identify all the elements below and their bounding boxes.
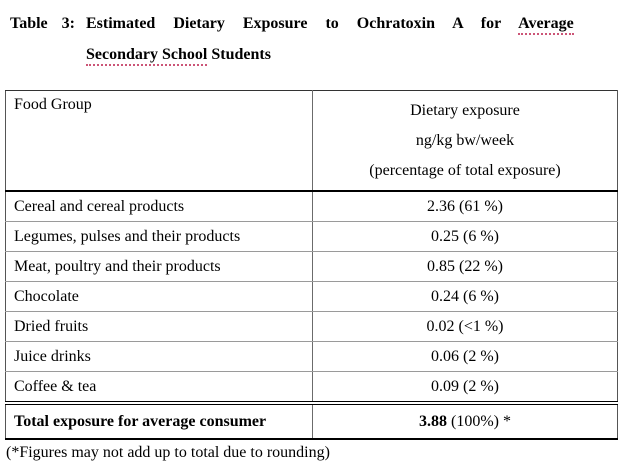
exposure-cell: 0.85 (22 %) xyxy=(312,251,618,282)
total-suffix: (100%) * xyxy=(451,412,511,430)
food-cell: Juice drinks xyxy=(5,341,313,372)
exposure-header-line-1: Dietary exposure xyxy=(410,102,520,119)
exposure-cell: 2.36 (61 %) xyxy=(312,190,618,222)
food-cell: Legumes, pulses and their products xyxy=(5,221,313,252)
table-row: Coffee & tea 0.09 (2 %) xyxy=(5,371,618,404)
spellcheck-marked-text: Average xyxy=(518,15,574,35)
food-cell: Chocolate xyxy=(5,281,313,312)
exposure-header-line-3: (percentage of total exposure) xyxy=(369,162,561,179)
caption-label: Table 3: xyxy=(10,15,75,32)
spellcheck-marked-text: Secondary School xyxy=(86,46,208,66)
table-row: Legumes, pulses and their products 0.25 … xyxy=(5,221,618,252)
exposure-cell: 0.24 (6 %) xyxy=(312,281,618,312)
total-value: 3.88 xyxy=(419,412,447,430)
exposure-cell: 0.09 (2 %) xyxy=(312,371,618,404)
total-label-cell: Total exposure for average consumer xyxy=(5,401,313,440)
table-caption: Table 3: Estimated Dietary Exposure to O… xyxy=(10,8,613,70)
food-cell: Meat, poultry and their products xyxy=(5,251,313,282)
food-group-header-cell: Food Group xyxy=(5,90,313,192)
food-cell: Dried fruits xyxy=(5,311,313,342)
table-row: Chocolate 0.24 (6 %) xyxy=(5,281,618,312)
food-cell: Cereal and cereal products xyxy=(5,190,313,222)
total-row: Total exposure for average consumer 3.88… xyxy=(5,401,618,440)
caption-line-1-text: Estimated Dietary Exposure to Ochratoxin… xyxy=(86,15,501,32)
exposure-cell: 0.25 (6 %) xyxy=(312,221,618,252)
exposure-header-line-2: ng/kg bw/week xyxy=(415,132,515,149)
caption-line-2: Secondary School Students xyxy=(86,39,613,70)
caption-line-2-text: Students xyxy=(211,46,271,63)
table-row: Meat, poultry and their products 0.85 (2… xyxy=(5,251,618,282)
caption-text: Estimated Dietary Exposure to Ochratoxin… xyxy=(86,8,613,70)
food-cell: Coffee & tea xyxy=(5,371,313,404)
total-value-cell: 3.88 (100%) * xyxy=(312,401,618,440)
exposure-header-cell: Dietary exposure ng/kg bw/week (percenta… xyxy=(312,90,618,192)
exposure-table: Food Group Dietary exposure ng/kg bw/wee… xyxy=(5,90,618,440)
table-row: Dried fruits 0.02 (<1 %) xyxy=(5,311,618,342)
footnote: (*Figures may not add up to total due to… xyxy=(6,444,330,461)
table-row: Juice drinks 0.06 (2 %) xyxy=(5,341,618,372)
table-row: Cereal and cereal products 2.36 (61 %) xyxy=(5,190,618,222)
caption-line-1: Estimated Dietary Exposure to Ochratoxin… xyxy=(86,8,613,39)
exposure-cell: 0.02 (<1 %) xyxy=(312,311,618,342)
exposure-cell: 0.06 (2 %) xyxy=(312,341,618,372)
header-row: Food Group Dietary exposure ng/kg bw/wee… xyxy=(5,90,618,192)
